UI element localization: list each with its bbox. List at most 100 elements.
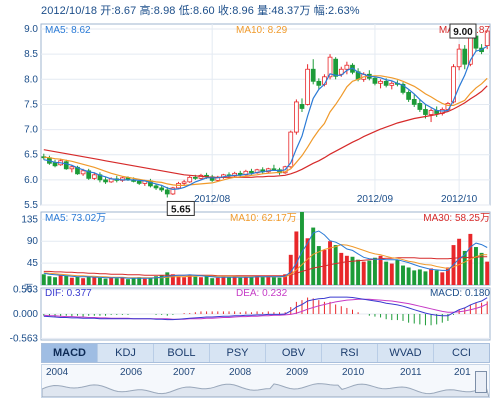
macd-dea-label: DEA: 0.232 [236,288,288,299]
volume-bar [238,277,243,285]
volume-ma10-label: MA10: 62.17万 [230,213,297,224]
price-y-tick-label: 6.0 [24,175,38,186]
candle-body [389,82,395,86]
candle-body [52,162,58,167]
volume-bar [69,277,74,285]
volume-bar [126,279,130,285]
volume-bar [103,278,108,285]
volume-bar [165,272,170,285]
volume-bar [401,265,405,285]
volume-value: 48.37万 [271,5,311,17]
close-label: 收: [217,5,233,17]
volume-bar [283,274,288,285]
timeline-year-label: 2004 [46,367,69,378]
candle-body [153,185,159,189]
candle-body [333,58,339,77]
candle-body [417,103,423,110]
volume-ma30-line [43,256,488,277]
candle-body [63,161,69,170]
candle-body [192,176,198,179]
candle-body [484,30,490,47]
tab-psy[interactable]: PSY [210,344,266,362]
volume-bar [148,277,153,285]
timeline-range-handle[interactable] [475,371,487,393]
volume-ma30-label: MA30: 58.25万 [423,213,490,224]
tab-rsi[interactable]: RSI [322,344,378,362]
candle-body [249,170,254,174]
candle-body [294,101,299,133]
volume-bar [350,256,355,285]
price-ma30-line [43,85,488,178]
quote-date: 2012/10/18 [41,5,98,17]
candle-body [91,174,97,179]
timeline-sparkline [42,383,489,397]
volume-bar [41,274,46,285]
volume-bar [75,276,80,285]
price-x-tick-label: 2012/08 [194,194,231,205]
tab-wvad[interactable]: WVAD [378,344,434,362]
volume-bar [328,241,333,285]
volume-y-tick-label: 45 [27,258,39,269]
high-callout-label: 9.00 [453,27,473,38]
macd-y-tick-label: -0.563 [10,333,39,342]
open-label: 开: [100,5,115,17]
volume-bar [92,277,97,285]
price-x-tick-label: 2012/10 [441,194,478,205]
volume-bar [271,277,276,285]
volume-bar [193,276,198,285]
change-label: 幅: [313,5,328,17]
volume-y-tick-label: 135 [21,214,38,225]
change-value: 2.63% [327,5,360,17]
volume-bar [378,255,383,285]
candle-body [327,56,333,78]
tab-macd[interactable]: MACD [42,344,98,362]
volume-bar [64,275,69,285]
price-y-tick-label: 9.0 [24,24,38,35]
volume-bar [142,278,147,285]
candle-body [378,80,383,84]
volume-bar [406,267,411,285]
candle-body [181,181,187,184]
tab-kdj[interactable]: KDJ [98,344,154,362]
timeline-year-label: 2008 [229,367,252,378]
volume-bar [440,272,445,285]
candle-body [310,68,316,82]
candle-body [428,110,434,115]
volume-bar [322,249,327,285]
timeline-overview[interactable]: 2004 2006 2007 2008 2009 2010 2011 201 [41,364,490,398]
macd-dif-line [43,296,488,321]
volume-bar [198,277,203,285]
tab-boll[interactable]: BOLL [154,344,210,362]
volume-bar [210,278,215,285]
quote-header: 2012/10/18 开:8.67 高:8.98 低:8.60 收:8.96 量… [41,2,360,18]
volume-bar [187,275,192,285]
macd-y-tick-label: 0.000 [13,309,38,320]
chart-canvas[interactable]: 5.5 6.0 6.5 7.0 7.5 8.0 8.5 9.0 2012/08 2012/09 20… [0,0,494,342]
volume-bar [86,276,91,285]
low-callout-box [166,200,195,216]
macd-value-label: MACD: 0.180 [430,288,490,299]
volume-bar [53,277,57,285]
volume-bar [305,238,310,285]
price-y-tick-label: 7.0 [24,125,38,136]
candle-body [271,168,277,171]
price-ma10-label: MA10: 8.29 [236,25,288,36]
candle-body [170,187,176,195]
volume-bar [367,260,372,285]
volume-bar [243,276,248,285]
volume-bar [131,278,136,285]
volume-bar [255,275,260,285]
tab-obv[interactable]: OBV [266,344,322,362]
volume-bar [159,275,164,285]
candle-body [103,179,108,183]
high-value: 8.98 [153,5,176,17]
close-value: 8.96 [232,5,254,17]
candle-body [456,48,462,68]
low-callout-label: 5.65 [171,204,191,215]
price-ma5-line [43,45,488,191]
low-value: 8.60 [192,5,215,17]
tab-cci[interactable]: CCI [452,347,471,359]
volume-bar [182,277,187,285]
volume-bar [311,227,316,285]
